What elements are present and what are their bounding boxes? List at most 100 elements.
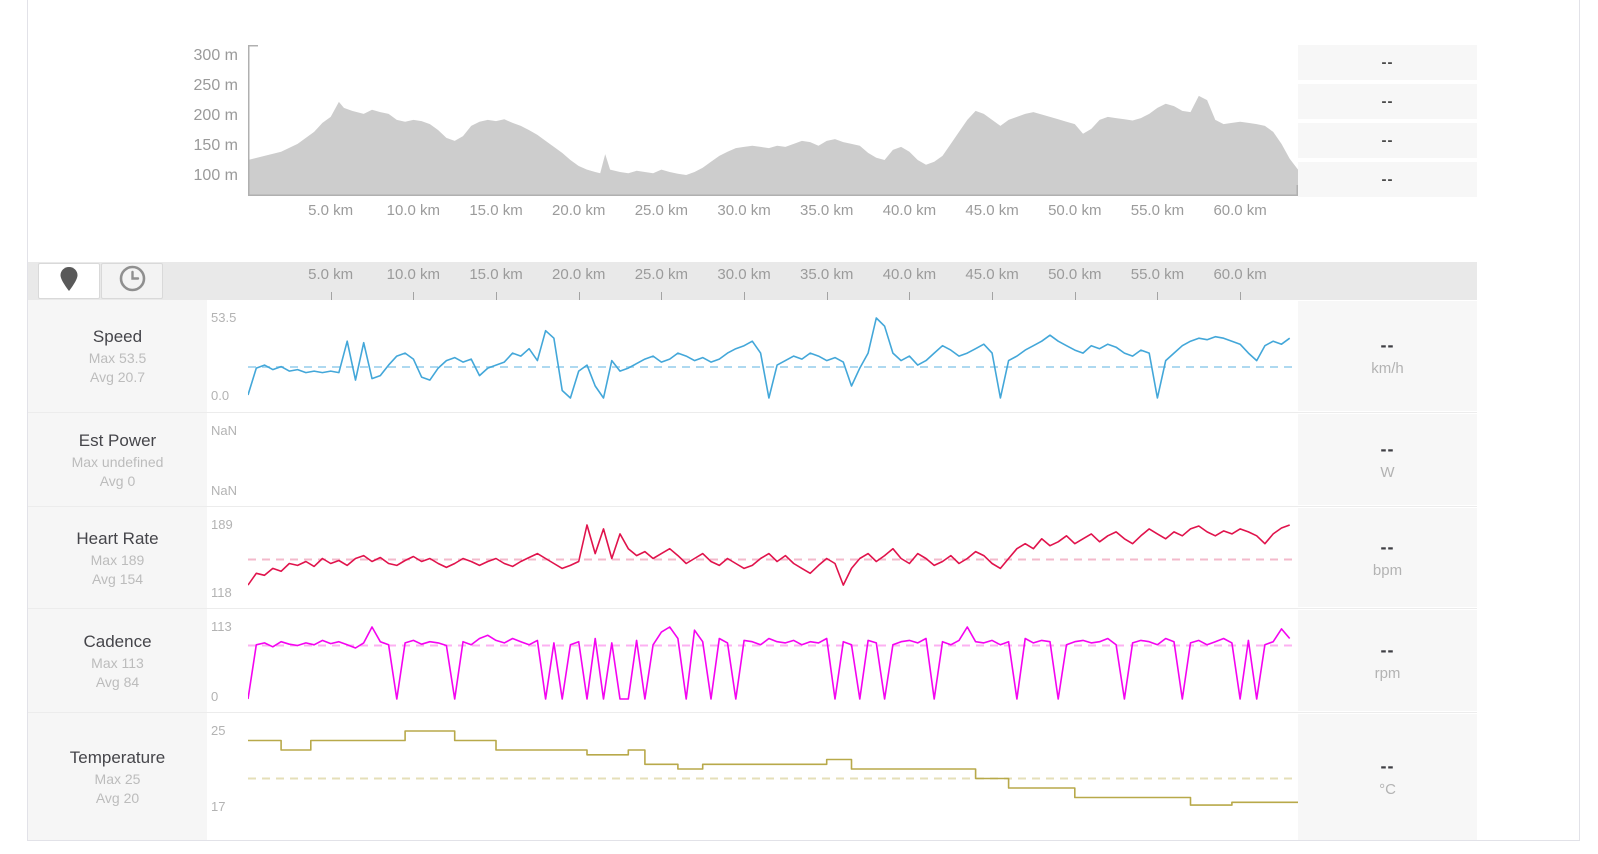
hr-value: -- [1380,536,1395,557]
cadence-y-max: 113 [211,619,232,634]
cadence-readout: -- rpm [1298,610,1477,711]
distance-axis-tick [661,292,663,300]
distance-axis-tick [496,292,498,300]
metric-avg: Avg 20.7 [89,369,145,385]
metric-avg: Avg 20 [95,790,140,806]
distance-axis-label: 25.0 km [634,266,689,283]
distance-mode-button[interactable] [38,263,100,299]
cadence-y-min: 0 [211,689,219,704]
distance-axis-tick [909,292,911,300]
cadence-chart-area[interactable] [207,609,1298,712]
distance-axis-tick [1074,292,1076,300]
power-value: -- [1380,438,1395,459]
clock-icon [119,265,146,297]
elevation-x-tick: 55.0 km [1130,202,1185,219]
metric-row-heart-rate: Heart Rate Max 189 Avg 154 189 118 -- bp… [28,506,1477,608]
elevation-y-tick: 250 m [193,76,238,94]
metric-avg: Avg 84 [95,673,140,690]
elevation-y-tick: 200 m [193,106,238,124]
temp-readout: -- °C [1298,714,1477,840]
power-unit: W [1380,463,1395,481]
elevation-x-tick: 5.0 km [308,202,354,219]
temp-chart-area[interactable] [207,713,1298,840]
cadence-legend: Cadence Max 113 Avg 84 [28,609,207,712]
temp-value: -- [1380,756,1395,776]
speed-chart-area[interactable] [207,300,1298,412]
hr-chart-area[interactable] [207,507,1298,608]
metric-max: Max 113 [91,654,144,671]
activity-charts-panel: 300 m 250 m 200 m 150 m 100 m 5.0 km 10.0 km 1… [27,0,1580,841]
speed-chart[interactable] [248,300,1298,412]
elevation-stat-4: -- [1298,162,1477,197]
elevation-chart[interactable] [248,45,1298,196]
distance-axis-tick [744,292,746,300]
speed-unit: km/h [1371,360,1404,377]
metric-avg: Avg 154 [91,570,144,587]
elevation-y-tick: 150 m [193,136,238,154]
distance-axis-tick [578,292,580,300]
distance-axis-tick [992,292,994,300]
metric-row-speed: Speed Max 53.5 Avg 20.7 53.5 0.0 -- km/h [28,300,1477,412]
distance-axis-label: 5.0 km [308,266,354,283]
distance-axis-tick [1240,292,1242,300]
distance-axis-tick [413,292,415,300]
distance-axis-label: 55.0 km [1130,266,1185,283]
power-chart[interactable] [248,413,1298,507]
elevation-x-tick: 20.0 km [552,202,606,219]
metric-title: Heart Rate [76,528,159,548]
elevation-x-tick: 35.0 km [800,202,854,219]
elevation-x-tick: 25.0 km [634,202,689,219]
distance-axis-label: 30.0 km [717,266,771,283]
hr-chart[interactable] [248,507,1298,609]
speed-readout: -- km/h [1298,301,1477,411]
time-mode-button[interactable] [101,263,163,299]
metric-row-temperature: Temperature Max 25 Avg 20 25 17 -- °C [28,712,1477,841]
metric-max: Max undefined [71,453,164,470]
elevation-x-tick: 40.0 km [882,202,937,219]
power-chart-area[interactable] [207,413,1298,506]
cadence-chart[interactable] [248,609,1298,713]
temp-unit: °C [1379,781,1396,798]
elevation-x-tick: 30.0 km [717,202,771,219]
hr-readout: -- bpm [1298,508,1477,607]
cadence-value: -- [1380,639,1395,660]
elevation-x-tick: 50.0 km [1048,202,1102,219]
distance-axis-label: 50.0 km [1048,266,1102,283]
elevation-x-tick: 15.0 km [469,202,523,219]
distance-axis-tick [330,292,332,300]
elevation-y-tick: 300 m [193,46,238,64]
metric-title: Temperature [69,748,166,767]
elevation-stat-2: -- [1298,84,1477,119]
temp-legend: Temperature Max 25 Avg 20 [28,713,207,840]
distance-axis-label: 20.0 km [552,266,606,283]
distance-axis-label: 35.0 km [800,266,854,283]
temp-y-max: 25 [211,723,226,738]
metric-max: Max 189 [90,551,145,568]
metric-avg: Avg 0 [99,472,136,489]
distance-axis-label: 15.0 km [469,266,523,283]
hr-y-max: 189 [211,517,233,532]
elevation-stat-3: -- [1298,123,1477,158]
distance-axis-label: 10.0 km [386,266,441,283]
temp-chart[interactable] [248,713,1298,841]
distance-axis-label: 45.0 km [965,266,1019,283]
power-y-max: NaN [211,423,238,438]
elevation-y-tick: 100 m [193,166,238,184]
metric-title: Est Power [78,430,157,450]
metric-title: Speed [92,327,143,346]
metric-max: Max 53.5 [88,350,147,366]
distance-axis-tick [1157,292,1159,300]
distance-axis-label: 60.0 km [1213,266,1267,283]
temp-y-min: 17 [211,799,226,814]
elevation-x-tick: 60.0 km [1213,202,1267,219]
cadence-unit: rpm [1374,664,1401,682]
map-pin-icon [59,266,79,297]
hr-unit: bpm [1372,561,1403,579]
power-readout: -- W [1298,414,1477,505]
metric-title: Cadence [83,631,152,651]
elevation-stat-1: -- [1298,45,1477,80]
metric-row-cadence: Cadence Max 113 Avg 84 113 0 -- rpm [28,608,1477,712]
metric-max: Max 25 [94,771,141,787]
chart-toolbar-strip: 5.0 km 10.0 km 15.0 km 20.0 km 25.0 km 30.0 k… [28,262,1477,300]
speed-legend: Speed Max 53.5 Avg 20.7 [28,300,207,412]
